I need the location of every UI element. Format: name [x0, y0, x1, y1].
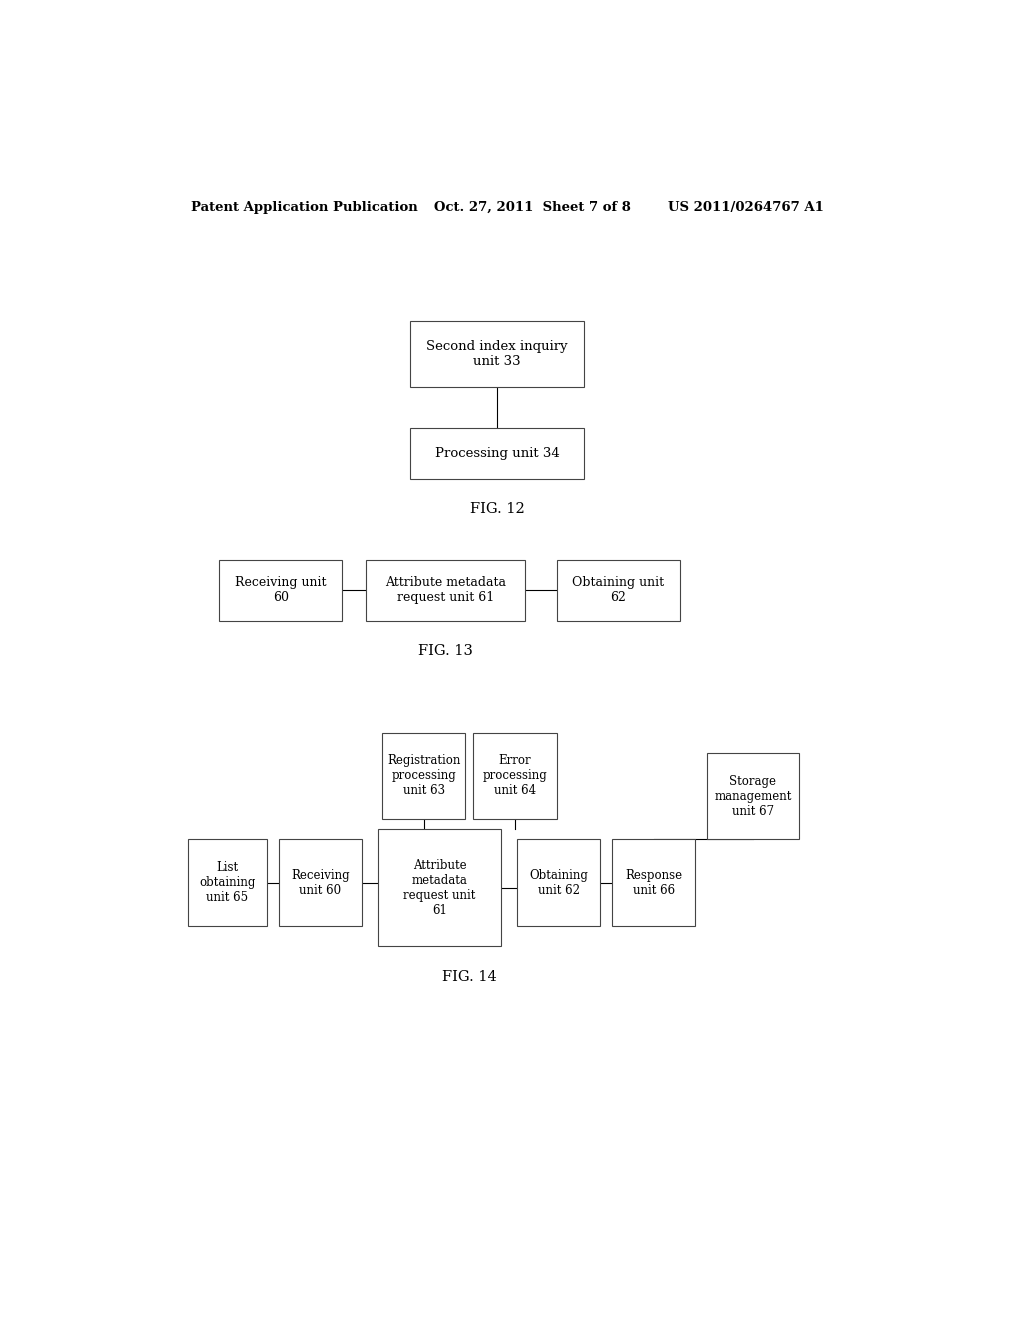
Text: Error
processing
unit 64: Error processing unit 64 [482, 754, 547, 797]
FancyBboxPatch shape [612, 840, 695, 925]
Text: Obtaining unit
62: Obtaining unit 62 [572, 577, 665, 605]
FancyBboxPatch shape [410, 428, 585, 479]
FancyBboxPatch shape [708, 752, 799, 840]
Text: Obtaining
unit 62: Obtaining unit 62 [529, 869, 588, 896]
Text: FIG. 12: FIG. 12 [470, 502, 524, 516]
Text: Processing unit 34: Processing unit 34 [434, 446, 559, 459]
Text: Patent Application Publication: Patent Application Publication [191, 201, 418, 214]
FancyBboxPatch shape [187, 840, 267, 925]
Text: Attribute metadata
request unit 61: Attribute metadata request unit 61 [385, 577, 506, 605]
Text: Second index inquiry
unit 33: Second index inquiry unit 33 [426, 341, 568, 368]
FancyBboxPatch shape [367, 560, 524, 620]
FancyBboxPatch shape [219, 560, 342, 620]
Text: Receiving unit
60: Receiving unit 60 [236, 577, 327, 605]
Text: Registration
processing
unit 63: Registration processing unit 63 [387, 754, 461, 797]
Text: List
obtaining
unit 65: List obtaining unit 65 [199, 861, 255, 904]
FancyBboxPatch shape [410, 321, 585, 387]
Text: Storage
management
unit 67: Storage management unit 67 [715, 775, 792, 817]
Text: FIG. 13: FIG. 13 [418, 644, 473, 659]
Text: Response
unit 66: Response unit 66 [626, 869, 682, 896]
FancyBboxPatch shape [279, 840, 362, 925]
FancyBboxPatch shape [382, 733, 465, 818]
Text: FIG. 14: FIG. 14 [442, 970, 497, 983]
FancyBboxPatch shape [378, 829, 501, 946]
FancyBboxPatch shape [517, 840, 600, 925]
FancyBboxPatch shape [473, 733, 557, 818]
Text: Attribute
metadata
request unit
61: Attribute metadata request unit 61 [403, 859, 476, 916]
Text: Receiving
unit 60: Receiving unit 60 [291, 869, 350, 896]
Text: Oct. 27, 2011  Sheet 7 of 8: Oct. 27, 2011 Sheet 7 of 8 [433, 201, 631, 214]
FancyBboxPatch shape [557, 560, 680, 620]
Text: US 2011/0264767 A1: US 2011/0264767 A1 [668, 201, 823, 214]
